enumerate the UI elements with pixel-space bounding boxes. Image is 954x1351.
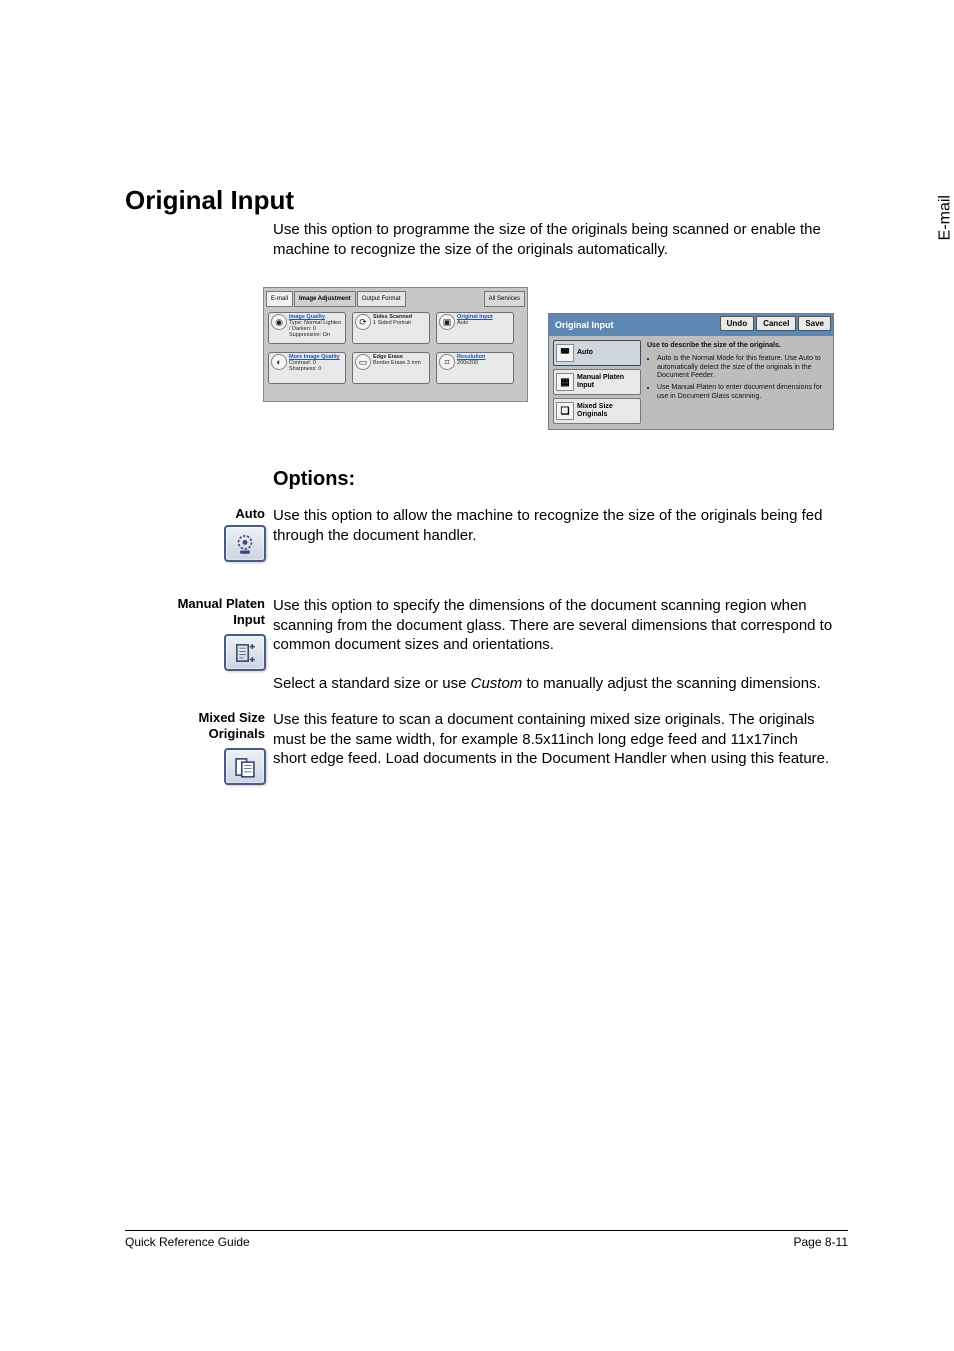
panel-row-1: ◉ Image QualityType: Normal Lighten / Da…	[268, 312, 523, 346]
manual-platen-para2b: to manually adjust the scanning dimensio…	[522, 675, 821, 692]
dialog-body: ◚ Auto ▦ Manual Platen Input ❑ Mixed Siz…	[553, 340, 829, 425]
original-input-button[interactable]: ▣ Original InputAuto	[436, 312, 514, 344]
option-list: ◚ Auto ▦ Manual Platen Input ❑ Mixed Siz…	[553, 340, 641, 425]
option-body-auto: Use this option to allow the machine to …	[273, 506, 835, 545]
option-auto[interactable]: ◚ Auto	[553, 340, 641, 366]
option-mixed-size-label: Mixed Size Originals	[577, 403, 638, 418]
source-panel: E-mail Image Adjustment Output Format Al…	[263, 287, 528, 402]
dialog-title: Original Input	[555, 320, 614, 330]
manual-platen-para1: Use this option to specify the dimension…	[273, 597, 832, 653]
more-image-quality-text: More Image QualityContrast: 0 Sharpness:…	[289, 354, 343, 372]
desc-heading: Use to describe the size of the original…	[647, 342, 827, 351]
page-footer: Quick Reference Guide Page 8-11	[125, 1230, 848, 1249]
section-title: Original Input	[125, 185, 294, 216]
intro-text: Use this option to programme the size of…	[273, 220, 833, 259]
option-body-manual-platen: Use this option to specify the dimension…	[273, 596, 835, 694]
side-label: E-mail	[936, 195, 954, 240]
desc-bullet-2: Use Manual Platen to enter document dime…	[657, 384, 827, 402]
manual-platen-icon	[224, 634, 266, 671]
panel-row-2: ◐ More Image QualityContrast: 0 Sharpnes…	[268, 352, 523, 386]
option-row-mixed-size: Mixed Size Originals Use this feature to…	[176, 710, 835, 769]
options-heading: Options:	[273, 468, 355, 491]
mixed-size-option-icon: ❑	[556, 402, 574, 420]
undo-button[interactable]: Undo	[720, 316, 754, 331]
mixed-size-icon	[224, 748, 266, 785]
resolution-text: Resolution200x200	[457, 354, 485, 366]
more-image-quality-icon: ◐	[271, 354, 287, 370]
original-input-text: Original InputAuto	[457, 314, 493, 326]
image-quality-button[interactable]: ◉ Image QualityType: Normal Lighten / Da…	[268, 312, 346, 344]
sides-scanned-text: Sides Scanned1 Sided Portrait	[373, 314, 412, 326]
option-row-manual-platen: Manual Platen Input Use this option to s…	[176, 596, 835, 694]
sides-scanned-button[interactable]: ⟳ Sides Scanned1 Sided Portrait	[352, 312, 430, 344]
sides-scanned-icon: ⟳	[355, 314, 371, 330]
save-button[interactable]: Save	[798, 316, 831, 331]
image-quality-icon: ◉	[271, 314, 287, 330]
option-row-auto: Auto Use this option to allow the machin…	[176, 506, 835, 545]
option-body-mixed-size: Use this feature to scan a document cont…	[273, 710, 835, 769]
option-mixed-size[interactable]: ❑ Mixed Size Originals	[553, 398, 641, 424]
screenshot-figure: E-mail Image Adjustment Output Format Al…	[263, 287, 834, 430]
auto-icon	[224, 525, 266, 562]
tab-output-format[interactable]: Output Format	[357, 291, 406, 307]
option-manual-platen-label: Manual Platen Input	[577, 374, 638, 389]
dialog-buttons: Undo Cancel Save	[720, 316, 831, 331]
footer-right: Page 8-11	[794, 1235, 849, 1249]
cancel-button[interactable]: Cancel	[756, 316, 796, 331]
image-quality-text: Image QualityType: Normal Lighten / Dark…	[289, 314, 343, 338]
desc-bullet-1: Auto is the Normal Mode for this feature…	[657, 355, 827, 381]
option-auto-label: Auto	[577, 349, 593, 357]
resolution-icon: ⌗	[439, 354, 455, 370]
manual-platen-option-icon: ▦	[556, 373, 574, 391]
edge-erase-text: Edge EraseBorder Erase 3 mm	[373, 354, 421, 366]
all-services-button[interactable]: All Services	[484, 291, 525, 307]
edge-erase-icon: ▭	[355, 354, 371, 370]
original-input-icon: ▣	[439, 314, 455, 330]
auto-option-icon: ◚	[556, 344, 574, 362]
panel-tabs: E-mail Image Adjustment Output Format Al…	[266, 291, 525, 307]
tab-email[interactable]: E-mail	[266, 291, 293, 307]
manual-platen-custom: Custom	[471, 675, 523, 692]
footer-left: Quick Reference Guide	[125, 1235, 250, 1249]
option-description: Use to describe the size of the original…	[645, 340, 829, 425]
dialog-titlebar: Original Input Undo Cancel Save	[549, 314, 833, 336]
original-input-dialog: Original Input Undo Cancel Save ◚ Auto ▦…	[548, 313, 834, 430]
more-image-quality-button[interactable]: ◐ More Image QualityContrast: 0 Sharpnes…	[268, 352, 346, 384]
option-manual-platen[interactable]: ▦ Manual Platen Input	[553, 369, 641, 395]
manual-platen-para2a: Select a standard size or use	[273, 675, 471, 692]
tab-image-adjustment[interactable]: Image Adjustment	[294, 291, 356, 307]
edge-erase-button[interactable]: ▭ Edge EraseBorder Erase 3 mm	[352, 352, 430, 384]
resolution-button[interactable]: ⌗ Resolution200x200	[436, 352, 514, 384]
